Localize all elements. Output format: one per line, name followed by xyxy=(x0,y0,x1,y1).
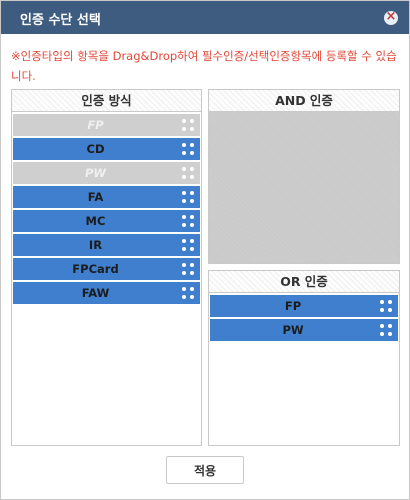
close-icon[interactable] xyxy=(384,8,398,26)
methods-panel: 인증 방식 FP CD PW FA MC IR FPCard FAW xyxy=(11,89,202,446)
auth-item-label: FAW xyxy=(81,286,110,300)
drag-handle-icon[interactable] xyxy=(182,119,194,131)
auth-item-fpcard[interactable]: FPCard xyxy=(13,258,200,280)
auth-item-pw[interactable]: PW xyxy=(210,319,398,341)
drag-handle-icon[interactable] xyxy=(380,300,392,312)
dialog-title: 인증 수단 선택 xyxy=(20,13,101,28)
and-panel-title: AND 인증 xyxy=(209,90,399,112)
drag-handle-icon[interactable] xyxy=(182,191,194,203)
auth-item-pw[interactable]: PW xyxy=(13,162,200,184)
or-panel-title: OR 인증 xyxy=(209,271,399,293)
auth-item-label: MC xyxy=(85,214,106,228)
drag-handle-icon[interactable] xyxy=(182,287,194,299)
auth-item-cd[interactable]: CD xyxy=(13,138,200,160)
title-bar: 인증 수단 선택 xyxy=(1,1,409,34)
instruction-notice: ※인증타입의 항목을 Drag&Drop하여 필수인증/선택인증항목에 등록할 … xyxy=(11,49,397,83)
auth-item-label: PW xyxy=(282,323,304,337)
drag-handle-icon[interactable] xyxy=(380,324,392,336)
auth-item-mc[interactable]: MC xyxy=(13,210,200,232)
auth-item-label: FA xyxy=(87,190,104,204)
drag-handle-icon[interactable] xyxy=(182,239,194,251)
drag-handle-icon[interactable] xyxy=(182,167,194,179)
apply-button[interactable]: 적용 xyxy=(166,456,244,484)
auth-item-ir[interactable]: IR xyxy=(13,234,200,256)
auth-item-label: FPCard xyxy=(72,262,119,276)
auth-item-faw[interactable]: FAW xyxy=(13,282,200,304)
auth-item-label: FP xyxy=(284,299,302,313)
auth-item-label: CD xyxy=(86,142,105,156)
drag-handle-icon[interactable] xyxy=(182,263,194,275)
and-auth-panel: AND 인증 xyxy=(208,89,400,264)
drag-handle-icon[interactable] xyxy=(182,143,194,155)
auth-item-label: FP xyxy=(87,118,104,132)
auth-item-label: PW xyxy=(84,166,107,180)
auth-item-label: IR xyxy=(88,238,103,252)
methods-panel-title: 인증 방식 xyxy=(12,90,201,112)
drag-handle-icon[interactable] xyxy=(182,215,194,227)
auth-item-fp[interactable]: FP xyxy=(210,295,398,317)
auth-item-fa[interactable]: FA xyxy=(13,186,200,208)
or-auth-panel: OR 인증 FP PW xyxy=(208,270,400,446)
auth-item-fp[interactable]: FP xyxy=(13,114,200,136)
and-drop-zone[interactable] xyxy=(209,112,399,263)
